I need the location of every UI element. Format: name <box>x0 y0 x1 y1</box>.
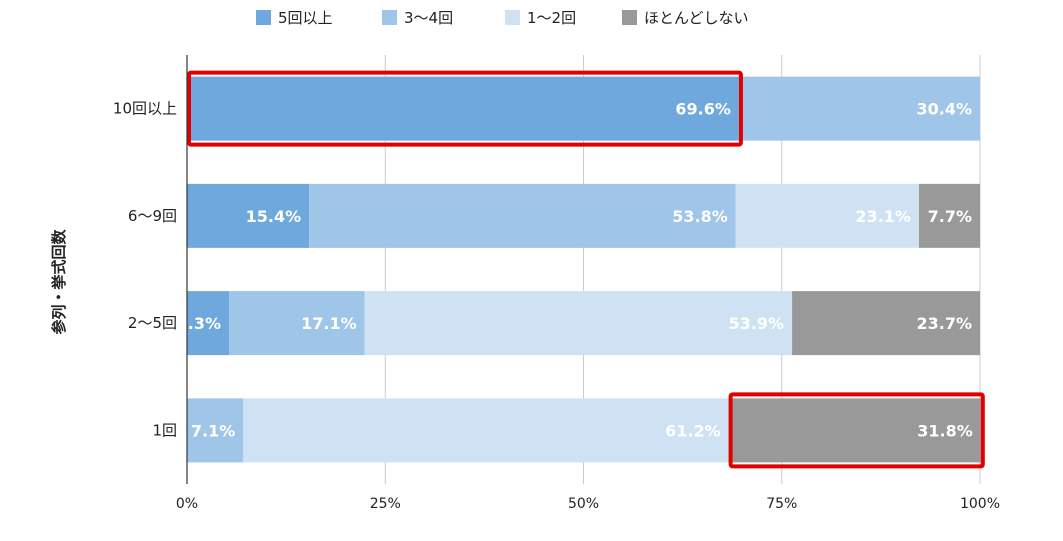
category-label: 10回以上 <box>113 100 177 118</box>
bar-segment <box>243 398 729 463</box>
bar-segment <box>187 398 244 463</box>
legend-label: 5回以上 <box>278 9 333 27</box>
bar-segment <box>187 183 310 248</box>
bar-segment <box>229 291 365 356</box>
legend: 5回以上 3〜4回 1〜2回 ほとんどしない <box>256 9 749 27</box>
data-label: 23.1% <box>855 207 911 226</box>
data-label: 53.9% <box>729 314 785 333</box>
bar-segment <box>738 76 980 141</box>
bar-segment <box>187 291 230 356</box>
legend-label: 3〜4回 <box>404 9 453 27</box>
data-label: 15.4% <box>246 207 302 226</box>
data-label: 61.2% <box>665 421 721 440</box>
legend-swatch <box>382 10 397 25</box>
data-label: 7.7% <box>928 207 972 226</box>
bar-segment <box>309 183 736 248</box>
y-axis-label: 参列・挙式回数 <box>50 229 68 335</box>
legend-swatch <box>505 10 520 25</box>
highlight-box <box>187 70 743 147</box>
legend-label: ほとんどしない <box>644 9 749 27</box>
bar-segment <box>728 398 981 463</box>
data-label: 31.8% <box>917 421 973 440</box>
highlight-boxes <box>187 70 985 469</box>
data-label: 5.3% <box>177 314 221 333</box>
bar-segment <box>187 76 739 141</box>
bars: 69.6% 30.4% 15.4% 53.8% 23.1% 7.7% 5.3% 17.1% 53… <box>177 76 981 463</box>
x-tick-label: 100% <box>960 496 1000 512</box>
bar-segment <box>792 291 980 356</box>
data-label: 69.6% <box>675 100 731 119</box>
bar-segment <box>735 183 919 248</box>
bar-segment <box>364 291 793 356</box>
x-tick-label: 0% <box>176 496 198 512</box>
highlight-box <box>728 392 985 469</box>
x-tick-label: 75% <box>766 496 797 512</box>
legend-swatch <box>256 10 271 25</box>
data-label: 7.1% <box>191 421 235 440</box>
axes: 0% 25% 50% 75% 100% 10回以上 6〜9回 2〜5回 1回 <box>113 55 1000 512</box>
category-label: 1回 <box>152 421 177 439</box>
category-label: 2〜5回 <box>128 314 177 332</box>
legend-swatch <box>622 10 637 25</box>
x-tick-label: 25% <box>370 496 401 512</box>
x-tick-label: 50% <box>568 496 599 512</box>
category-label: 6〜9回 <box>128 207 177 225</box>
data-label: 53.8% <box>672 207 728 226</box>
legend-label: 1〜2回 <box>527 9 576 27</box>
data-label: 17.1% <box>301 314 357 333</box>
data-label: 30.4% <box>916 100 972 119</box>
data-label: 23.7% <box>916 314 972 333</box>
bar-segment <box>918 183 980 248</box>
